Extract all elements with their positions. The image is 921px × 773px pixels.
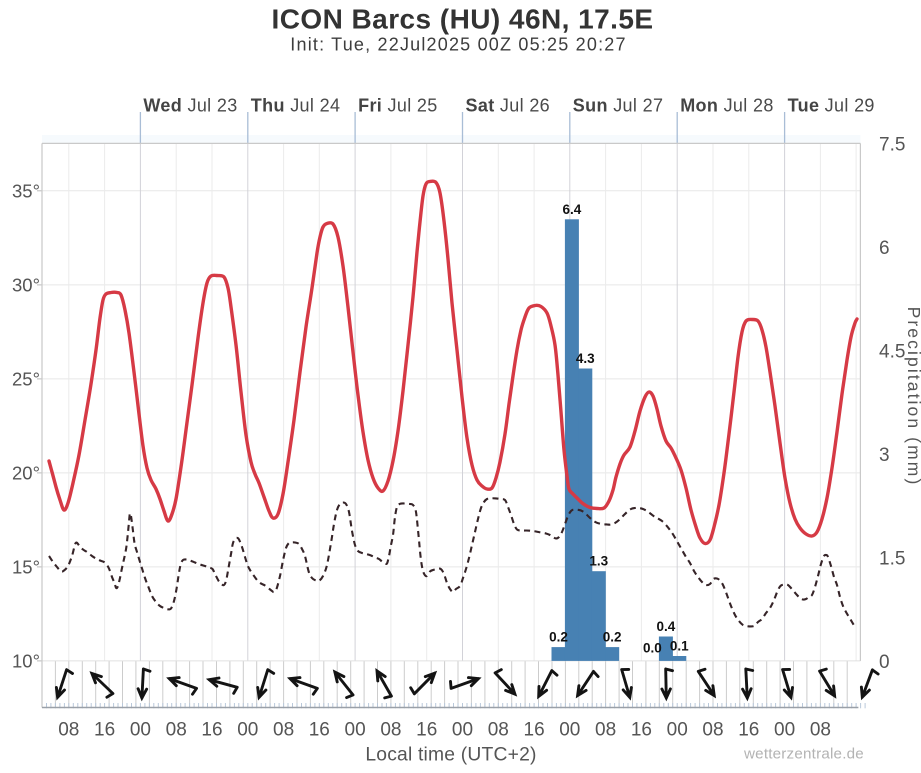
- svg-text:6.4: 6.4: [563, 202, 582, 217]
- svg-text:16: 16: [416, 720, 437, 741]
- svg-text:Fri Jul 25: Fri Jul 25: [358, 96, 438, 116]
- svg-text:16: 16: [94, 720, 115, 741]
- svg-text:1.3: 1.3: [589, 554, 608, 569]
- svg-text:0.2: 0.2: [549, 630, 568, 645]
- svg-text:16: 16: [738, 720, 759, 741]
- svg-text:Precipitation (mm): Precipitation (mm): [904, 307, 921, 487]
- svg-text:00: 00: [345, 720, 366, 741]
- svg-text:16: 16: [201, 720, 222, 741]
- svg-text:08: 08: [595, 720, 616, 741]
- svg-text:20°: 20°: [12, 463, 40, 484]
- svg-text:Tue Jul 29: Tue Jul 29: [788, 96, 875, 116]
- svg-text:Mon Jul 28: Mon Jul 28: [680, 96, 774, 116]
- svg-text:08: 08: [58, 720, 79, 741]
- svg-text:16: 16: [309, 720, 330, 741]
- svg-text:4.3: 4.3: [576, 351, 595, 366]
- svg-text:0: 0: [879, 652, 890, 673]
- svg-text:08: 08: [166, 720, 187, 741]
- svg-text:00: 00: [452, 720, 473, 741]
- svg-text:0.4: 0.4: [657, 619, 676, 634]
- svg-text:4.5: 4.5: [879, 341, 905, 362]
- svg-text:00: 00: [130, 720, 151, 741]
- svg-text:3: 3: [879, 445, 890, 466]
- svg-text:Init: Tue, 22Jul2025 00Z 05:25: Init: Tue, 22Jul2025 00Z 05:25 20:27: [290, 35, 626, 55]
- svg-text:7.5: 7.5: [879, 134, 905, 155]
- svg-text:15°: 15°: [12, 557, 40, 578]
- svg-text:ICON Barcs (HU) 46N, 17.5E: ICON Barcs (HU) 46N, 17.5E: [271, 4, 653, 35]
- svg-text:0.1: 0.1: [670, 639, 689, 654]
- svg-text:1.5: 1.5: [879, 548, 905, 569]
- svg-text:Thu Jul 24: Thu Jul 24: [251, 96, 341, 116]
- svg-text:0.0: 0.0: [643, 640, 662, 655]
- svg-text:00: 00: [559, 720, 580, 741]
- svg-text:Sat Jul 26: Sat Jul 26: [466, 96, 551, 116]
- svg-text:00: 00: [237, 720, 258, 741]
- svg-text:6: 6: [879, 238, 890, 259]
- svg-text:Sun Jul 27: Sun Jul 27: [573, 96, 664, 116]
- svg-text:08: 08: [273, 720, 294, 741]
- svg-text:08: 08: [702, 720, 723, 741]
- svg-text:10°: 10°: [12, 651, 40, 672]
- svg-text:Wed Jul 23: Wed Jul 23: [143, 96, 237, 116]
- svg-text:0.2: 0.2: [603, 630, 622, 645]
- svg-text:30°: 30°: [12, 275, 40, 296]
- svg-text:16: 16: [524, 720, 545, 741]
- svg-text:Local time (UTC+2): Local time (UTC+2): [365, 745, 536, 766]
- svg-text:00: 00: [774, 720, 795, 741]
- svg-text:16: 16: [631, 720, 652, 741]
- svg-text:00: 00: [667, 720, 688, 741]
- svg-text:08: 08: [488, 720, 509, 741]
- svg-text:wetterzentrale.de: wetterzentrale.de: [743, 746, 864, 763]
- svg-text:08: 08: [810, 720, 831, 741]
- svg-text:35°: 35°: [12, 181, 40, 202]
- svg-text:08: 08: [380, 720, 401, 741]
- svg-text:25°: 25°: [12, 369, 40, 390]
